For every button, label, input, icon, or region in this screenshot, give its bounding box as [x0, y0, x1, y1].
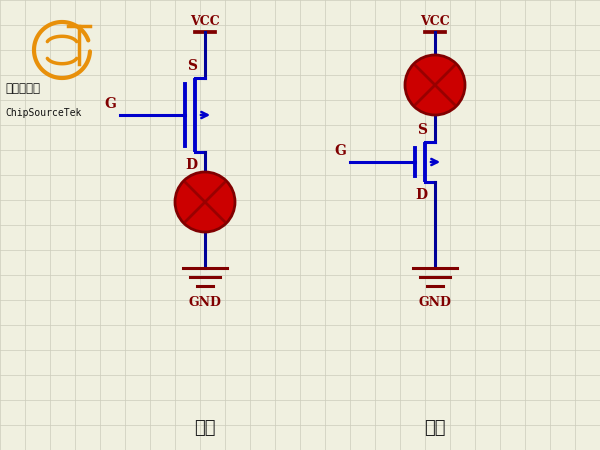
Text: G: G — [104, 97, 116, 111]
Text: ChipSourceTek: ChipSourceTek — [5, 108, 82, 118]
Text: S: S — [187, 59, 197, 73]
Text: 下管: 下管 — [424, 419, 446, 437]
Circle shape — [175, 172, 235, 232]
Text: VCC: VCC — [190, 15, 220, 28]
Text: GND: GND — [188, 296, 221, 309]
Text: S: S — [417, 123, 427, 137]
Text: D: D — [185, 158, 197, 172]
Text: D: D — [415, 188, 427, 202]
Text: G: G — [334, 144, 346, 158]
Text: 石源特科技: 石源特科技 — [5, 82, 40, 95]
Text: 上管: 上管 — [194, 419, 216, 437]
Text: VCC: VCC — [420, 15, 450, 28]
Circle shape — [405, 55, 465, 115]
Text: GND: GND — [419, 296, 451, 309]
